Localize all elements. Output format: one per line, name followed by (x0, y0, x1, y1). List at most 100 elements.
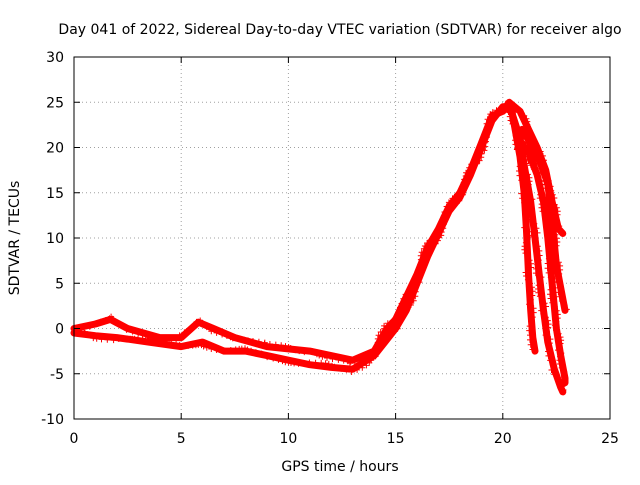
data-point (476, 157, 483, 164)
data-point (528, 318, 535, 325)
data-point (534, 261, 541, 268)
data-point (547, 183, 554, 190)
data-point (516, 128, 523, 135)
data-point (119, 322, 126, 329)
data-point (223, 333, 230, 339)
y-tick-label: 10 (46, 231, 64, 247)
series-band (70, 98, 567, 364)
data-point (438, 222, 445, 229)
data-point (544, 317, 551, 324)
data-point (81, 330, 88, 336)
y-tick-label: 15 (46, 186, 64, 202)
data-point (227, 347, 234, 353)
y-tick-label: 0 (55, 322, 64, 338)
data-point (104, 336, 111, 343)
y-tick-label: 25 (46, 95, 64, 111)
data-point (292, 347, 299, 354)
data-point (432, 240, 439, 247)
data-point (546, 221, 553, 228)
data-point (526, 178, 533, 185)
data-point (135, 330, 142, 337)
data-point (535, 257, 542, 264)
data-point (506, 103, 513, 110)
data-point (324, 355, 330, 361)
data-point (522, 250, 529, 257)
data-point (176, 341, 183, 348)
data-point (526, 327, 533, 334)
data-point (464, 170, 471, 177)
data-point (526, 257, 533, 264)
data-point (397, 304, 403, 311)
data-point (316, 352, 323, 359)
data-point (539, 197, 546, 204)
data-point (522, 135, 529, 141)
data-point (381, 322, 388, 329)
data-point (359, 364, 366, 371)
data-point (447, 205, 454, 212)
data-point (557, 266, 564, 273)
data-point (451, 201, 458, 208)
data-point (531, 166, 538, 173)
data-point (502, 100, 509, 107)
data-point (538, 188, 545, 195)
data-point (554, 275, 561, 282)
data-point (538, 204, 545, 211)
data-point (377, 329, 384, 335)
data-point (354, 366, 361, 373)
data-point (539, 296, 546, 303)
data-point (395, 319, 402, 326)
data-point (556, 225, 563, 232)
data-point (542, 314, 549, 321)
data-point (485, 122, 492, 129)
data-point (407, 302, 414, 308)
data-point (459, 191, 466, 198)
data-point (554, 315, 561, 322)
data-point (372, 353, 379, 360)
data-point (200, 343, 207, 350)
data-point (351, 358, 358, 365)
data-point (553, 242, 560, 249)
data-point (368, 357, 375, 364)
data-point (547, 286, 554, 293)
data-point (346, 360, 353, 367)
data-point (461, 176, 468, 183)
data-point (213, 347, 220, 353)
data-point (528, 216, 535, 223)
data-point (553, 318, 560, 325)
data-point (539, 208, 546, 215)
data-point (442, 214, 448, 221)
data-point (270, 355, 277, 362)
data-point (250, 338, 256, 344)
data-point (456, 197, 463, 204)
data-point (547, 191, 554, 198)
data-point (93, 335, 100, 342)
data-point (534, 170, 541, 177)
data-point (548, 187, 555, 194)
data-point (561, 374, 568, 381)
data-point (555, 330, 562, 337)
data-point (523, 115, 530, 122)
data-point (561, 302, 568, 309)
data-point (97, 318, 104, 325)
data-point (445, 199, 452, 206)
data-point (528, 264, 535, 271)
data-point (553, 327, 560, 334)
data-point (527, 200, 534, 206)
y-tick-label: 20 (46, 141, 64, 157)
data-point (561, 368, 568, 375)
chart-title: Day 041 of 2022, Sidereal Day-to-day VTE… (58, 22, 621, 38)
series-band (514, 134, 569, 387)
data-point (266, 341, 273, 347)
data-point (334, 364, 341, 371)
data-point (384, 332, 391, 339)
data-point (380, 336, 387, 343)
data-point (547, 295, 554, 302)
data-point (335, 356, 342, 363)
data-point (547, 336, 554, 343)
data-point (424, 240, 431, 246)
data-point (486, 117, 493, 124)
data-point (473, 160, 480, 167)
data-point (245, 337, 251, 344)
x-axis-label: GPS time / hours (281, 459, 398, 475)
